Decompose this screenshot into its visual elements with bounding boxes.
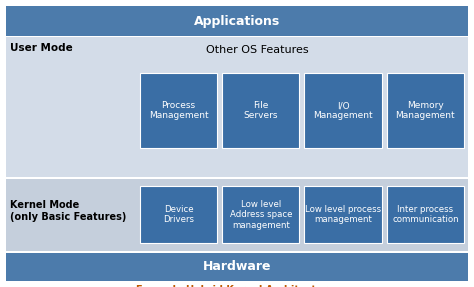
Text: I/O
Management: I/O Management (313, 101, 373, 121)
FancyBboxPatch shape (387, 187, 464, 243)
FancyBboxPatch shape (222, 187, 300, 243)
Text: Applications: Applications (194, 15, 280, 28)
FancyBboxPatch shape (140, 187, 217, 243)
Text: Process
Management: Process Management (149, 101, 208, 121)
FancyBboxPatch shape (387, 73, 464, 148)
Text: Kernel Mode
(only Basic Features): Kernel Mode (only Basic Features) (10, 200, 127, 222)
FancyBboxPatch shape (304, 187, 382, 243)
Text: Low level
Address space
management: Low level Address space management (229, 200, 292, 230)
Text: Hardware: Hardware (203, 261, 271, 274)
Text: User Mode: User Mode (10, 43, 73, 53)
Text: Device
Drivers: Device Drivers (163, 205, 194, 224)
Text: Example Hybrid Kernel Architecture.
Implementations may differ: Example Hybrid Kernel Architecture. Impl… (136, 285, 338, 287)
FancyBboxPatch shape (304, 73, 382, 148)
FancyBboxPatch shape (140, 73, 217, 148)
Text: Low level process
management: Low level process management (305, 205, 381, 224)
FancyBboxPatch shape (6, 6, 468, 36)
FancyBboxPatch shape (6, 179, 468, 251)
FancyBboxPatch shape (6, 37, 468, 177)
FancyBboxPatch shape (222, 73, 300, 148)
Text: File
Servers: File Servers (244, 101, 278, 121)
Text: Memory
Management: Memory Management (395, 101, 455, 121)
Text: Other OS Features: Other OS Features (206, 45, 308, 55)
Text: Inter process
communication: Inter process communication (392, 205, 459, 224)
FancyBboxPatch shape (6, 253, 468, 281)
